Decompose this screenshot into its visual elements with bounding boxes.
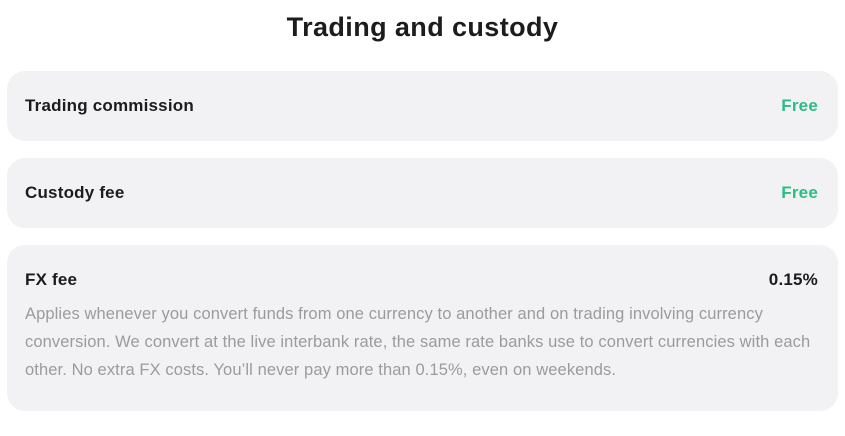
fee-card-trading-commission: Trading commission Free (7, 71, 838, 141)
fee-value-trading-commission: Free (781, 96, 818, 115)
fee-card-custody-fee: Custody fee Free (7, 158, 838, 228)
fee-card-fx-fee: FX fee 0.15% Applies whenever you conver… (7, 245, 838, 411)
fee-label-fx-fee: FX fee (25, 270, 78, 289)
fee-row: Trading commission Free (25, 96, 818, 116)
fee-cards: Trading commission Free Custody fee Free… (0, 71, 845, 411)
fee-label-custody-fee: Custody fee (25, 183, 125, 202)
section-title: Trading and custody (286, 12, 559, 42)
fee-description-fx-fee: Applies whenever you convert funds from … (25, 305, 811, 379)
fee-value-custody-fee: Free (781, 183, 818, 202)
fee-value-fx-fee: 0.15% (768, 270, 818, 289)
fee-row: FX fee 0.15% (25, 270, 818, 290)
fee-label-trading-commission: Trading commission (25, 96, 194, 115)
fee-row: Custody fee Free (25, 183, 818, 203)
